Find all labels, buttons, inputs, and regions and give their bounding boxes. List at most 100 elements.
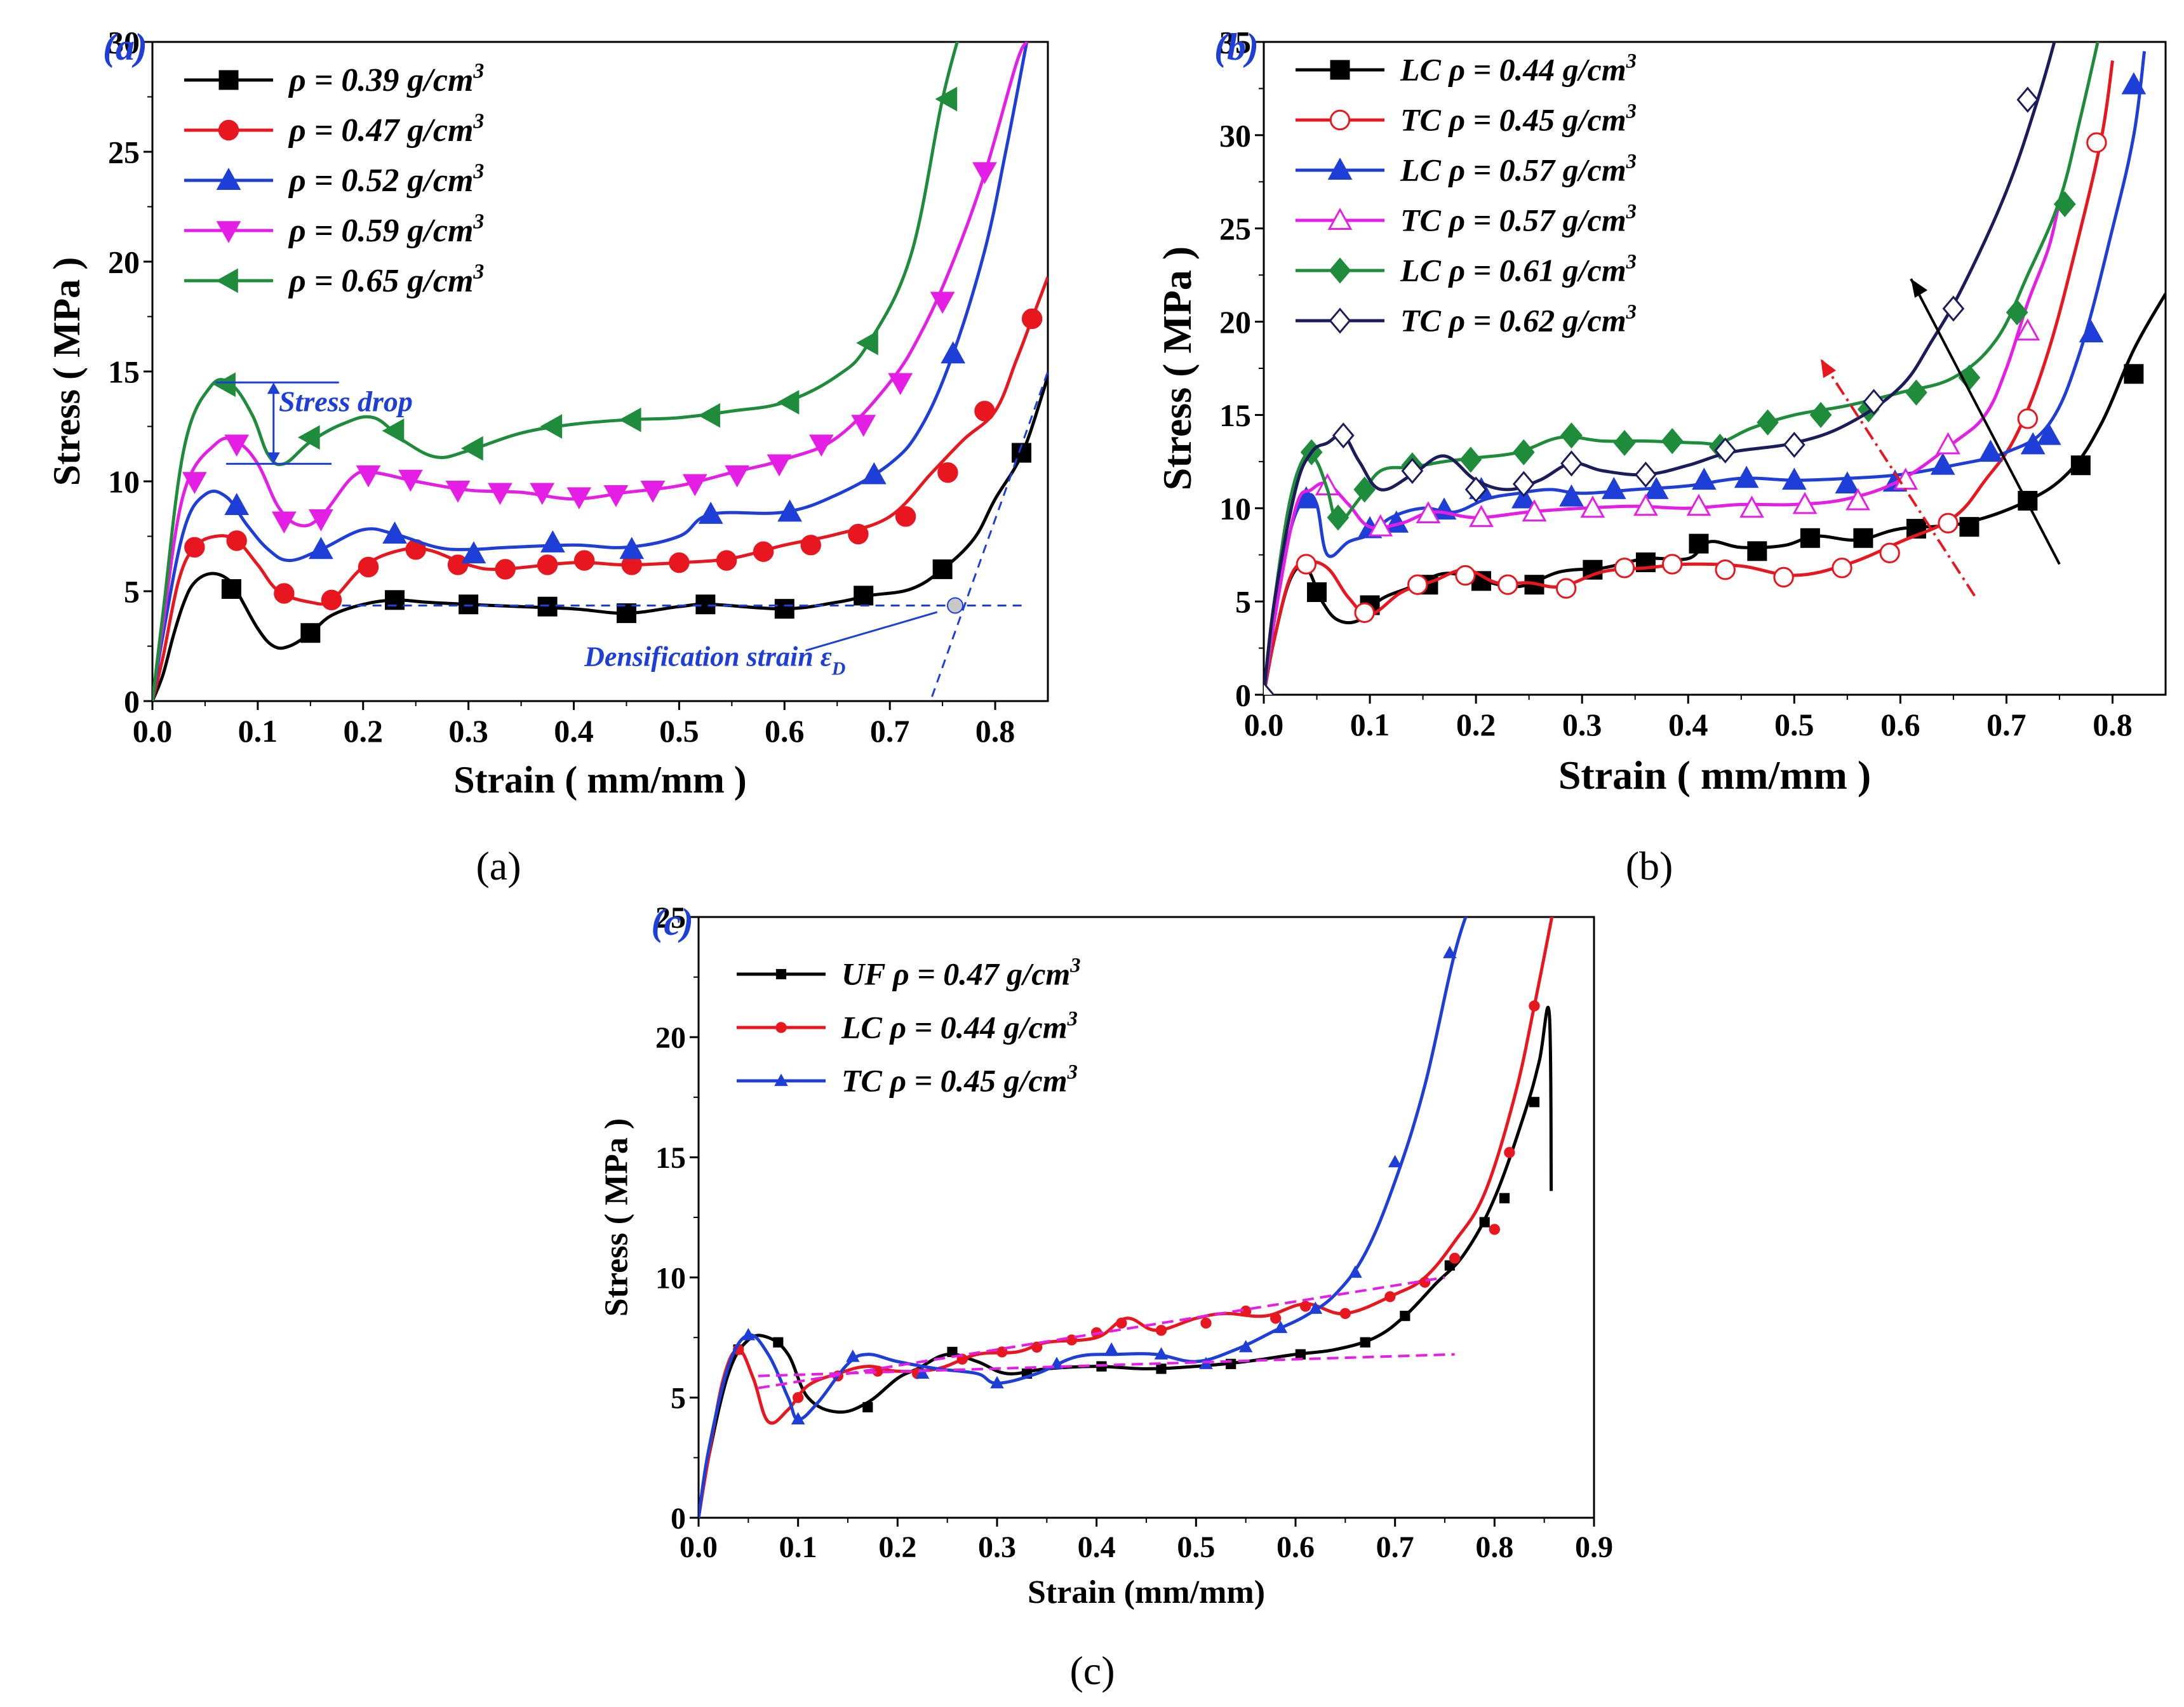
legend-label: TC ρ = 0.45 g/cm3 bbox=[841, 1061, 1078, 1099]
data-point bbox=[1332, 422, 1355, 449]
data-point bbox=[224, 434, 250, 457]
series-line bbox=[152, 276, 1048, 701]
data-point bbox=[1879, 542, 1900, 563]
panel-label: (b) bbox=[1214, 26, 1259, 68]
y-tick-label: 15 bbox=[655, 1141, 686, 1175]
data-point bbox=[2124, 364, 2144, 384]
data-point bbox=[793, 1392, 804, 1403]
data-point bbox=[846, 1349, 860, 1362]
densification-pointer bbox=[805, 611, 938, 652]
caption-c: (c) bbox=[1069, 1648, 1115, 1693]
data-point bbox=[445, 481, 471, 503]
data-point bbox=[1407, 574, 1428, 595]
data-point bbox=[447, 554, 469, 575]
data-point bbox=[1339, 1308, 1351, 1320]
legend-marker bbox=[216, 168, 241, 190]
data-point bbox=[1689, 533, 1709, 554]
data-point bbox=[915, 1366, 930, 1379]
data-point bbox=[1469, 505, 1494, 527]
data-point bbox=[741, 1328, 756, 1341]
data-point bbox=[616, 603, 636, 624]
x-tick-label: 0.0 bbox=[133, 713, 173, 749]
y-tick-label: 35 bbox=[1219, 25, 1251, 60]
data-point bbox=[300, 623, 321, 643]
data-point bbox=[695, 594, 716, 615]
x-tick-label: 0.0 bbox=[680, 1530, 718, 1564]
x-tick-label: 0.1 bbox=[238, 713, 278, 749]
data-point bbox=[1714, 437, 1737, 464]
x-tick-label: 0.0 bbox=[1244, 707, 1284, 742]
data-point bbox=[800, 535, 821, 556]
legend-label: LC ρ = 0.44 g/cm3 bbox=[841, 1008, 1078, 1045]
x-tick-label: 0.3 bbox=[1562, 707, 1602, 742]
legend-marker bbox=[216, 268, 238, 293]
data-point bbox=[1734, 465, 1759, 488]
legend: ρ = 0.39 g/cm3 ρ = 0.47 g/cm3 ρ = 0.52 g/c… bbox=[184, 59, 484, 299]
legend-marker bbox=[775, 1022, 787, 1033]
data-point bbox=[791, 1412, 805, 1424]
data-point bbox=[1757, 409, 1779, 436]
series-line bbox=[699, 1005, 1553, 1518]
y-tick-label: 5 bbox=[671, 1382, 686, 1416]
trend-dashed-line bbox=[758, 1353, 1455, 1377]
series-line bbox=[152, 42, 959, 701]
series-line bbox=[699, 917, 1468, 1518]
panel-label: (c) bbox=[651, 901, 693, 943]
data-point bbox=[1444, 1260, 1455, 1271]
y-axis-label: Stress ( MPa ) bbox=[1155, 246, 1200, 491]
arrow-head-icon bbox=[1821, 359, 1837, 378]
legend: LC ρ = 0.44 g/cm3 TC ρ = 0.45 g/cm3 LC ρ =… bbox=[1296, 50, 1637, 338]
data-point bbox=[461, 436, 483, 461]
trend-dashed-line bbox=[758, 1276, 1445, 1389]
x-tick-label: 0.3 bbox=[978, 1530, 1016, 1564]
y-tick-label: 0 bbox=[124, 684, 140, 720]
y-tick-label: 10 bbox=[108, 464, 140, 500]
data-point bbox=[1560, 450, 1583, 477]
y-tick-label: 0 bbox=[671, 1502, 686, 1536]
data-point bbox=[1031, 1341, 1043, 1353]
data-point bbox=[640, 481, 666, 503]
densification-label: Densification strain εD bbox=[584, 641, 845, 679]
data-point bbox=[1459, 446, 1482, 473]
data-point bbox=[698, 403, 720, 428]
data-point bbox=[1905, 379, 1927, 406]
data-point bbox=[382, 521, 407, 544]
data-point bbox=[1512, 439, 1535, 465]
series-line bbox=[1264, 42, 2056, 695]
data-point bbox=[619, 537, 645, 559]
data-point bbox=[1489, 1224, 1500, 1235]
data-point bbox=[537, 596, 558, 617]
legend-label: TC ρ = 0.57 g/cm3 bbox=[1400, 201, 1637, 238]
x-tick-label: 0.1 bbox=[779, 1530, 817, 1564]
y-tick-label: 25 bbox=[1219, 211, 1251, 246]
x-tick-label: 0.9 bbox=[1575, 1530, 1613, 1564]
data-point bbox=[495, 559, 516, 580]
data-point bbox=[1400, 1311, 1410, 1322]
data-point bbox=[1264, 681, 1275, 695]
data-point bbox=[1635, 461, 1657, 488]
data-point bbox=[1273, 1320, 1288, 1334]
data-point bbox=[1050, 1356, 1064, 1369]
y-tick-label: 10 bbox=[655, 1261, 686, 1295]
data-point bbox=[224, 493, 250, 515]
legend-label: LC ρ = 0.44 g/cm3 bbox=[1400, 50, 1637, 88]
data-point bbox=[398, 469, 423, 492]
y-axis-label: Stress ( MPa ) bbox=[599, 1118, 635, 1316]
x-tick-label: 0.4 bbox=[1668, 707, 1708, 742]
data-point bbox=[851, 415, 876, 437]
x-tick-label: 0.8 bbox=[975, 713, 1015, 749]
caption-a: (a) bbox=[476, 843, 521, 888]
data-point bbox=[1455, 565, 1476, 586]
x-tick-label: 0.2 bbox=[878, 1530, 916, 1564]
x-tick-label: 0.8 bbox=[1475, 1530, 1513, 1564]
data-point bbox=[356, 465, 381, 488]
data-point bbox=[1464, 476, 1487, 503]
data-point bbox=[1942, 295, 1965, 322]
arrow-head-icon bbox=[267, 382, 280, 394]
data-point bbox=[1104, 1342, 1118, 1355]
data-point bbox=[716, 550, 737, 571]
y-axis-label: Stress ( MPa ) bbox=[46, 257, 88, 486]
data-point bbox=[972, 162, 997, 185]
data-point bbox=[221, 579, 241, 599]
plot-area bbox=[152, 42, 1048, 701]
